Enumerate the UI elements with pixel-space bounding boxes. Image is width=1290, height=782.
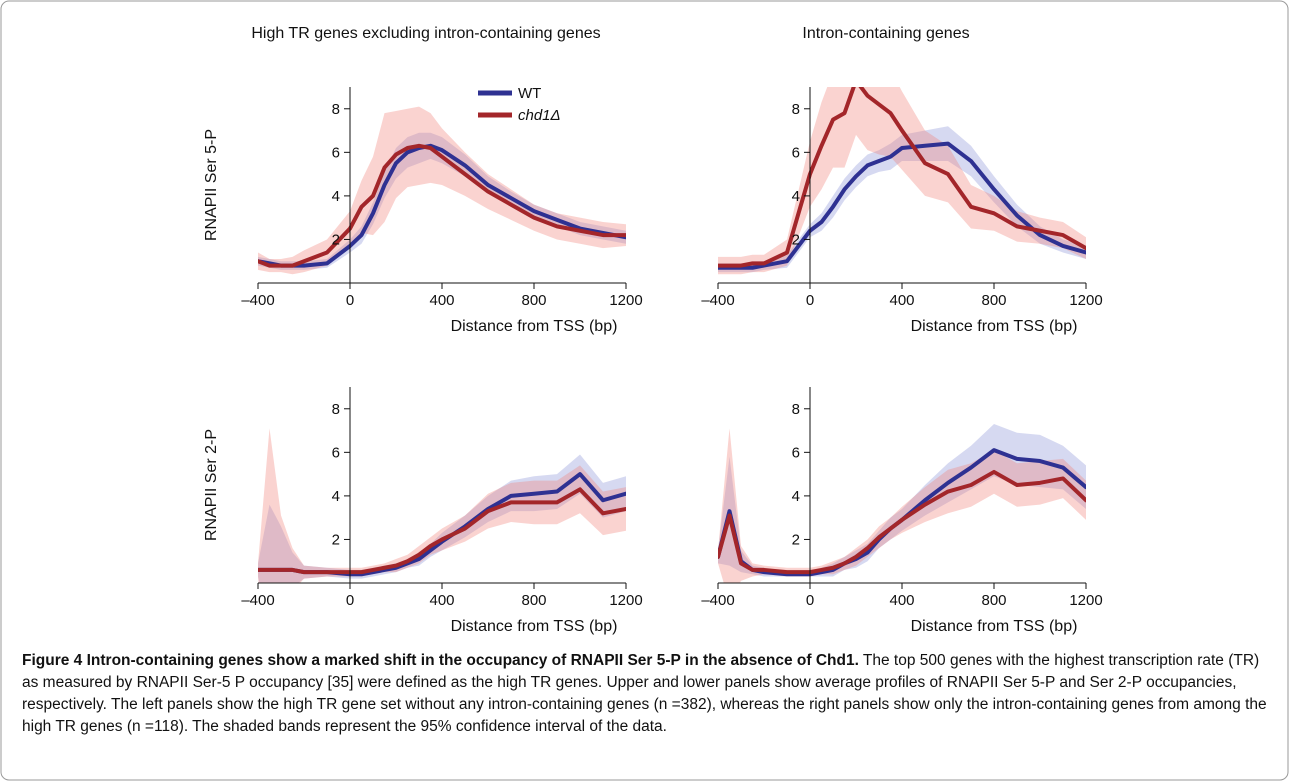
y-tick-label: 4 bbox=[792, 488, 800, 505]
y-tick-label: 2 bbox=[332, 531, 340, 548]
y-tick-label: 2 bbox=[332, 231, 340, 248]
x-tick-label: 800 bbox=[521, 592, 546, 609]
x-tick-label: 0 bbox=[346, 592, 354, 609]
x-tick-label: 0 bbox=[806, 292, 814, 309]
plot-area bbox=[718, 424, 1086, 583]
plot-area bbox=[718, 87, 1086, 275]
plot-area bbox=[258, 106, 626, 275]
y-tick-label: 4 bbox=[332, 488, 340, 505]
confidence-band bbox=[258, 106, 626, 275]
series-line bbox=[718, 469, 1086, 575]
y-tick-label: 8 bbox=[792, 401, 800, 418]
x-tick-label: –400 bbox=[701, 292, 734, 309]
x-axis-label: Distance from TSS (bp) bbox=[451, 318, 618, 335]
x-axis-label: Distance from TSS (bp) bbox=[451, 618, 618, 635]
y-axis-label: RNAPII Ser 5-P bbox=[203, 129, 220, 241]
confidence-band bbox=[718, 424, 1086, 577]
x-tick-label: 1200 bbox=[1069, 592, 1102, 609]
series-line bbox=[718, 141, 1086, 270]
x-tick-label: 400 bbox=[889, 292, 914, 309]
y-tick-label: 8 bbox=[332, 101, 340, 118]
y-tick-label: 8 bbox=[332, 401, 340, 418]
x-tick-label: 1200 bbox=[1069, 292, 1102, 309]
caption-label: Figure 4 bbox=[22, 652, 83, 669]
x-tick-label: –400 bbox=[701, 592, 734, 609]
legend-label: WT bbox=[518, 85, 541, 102]
y-tick-label: 6 bbox=[792, 444, 800, 461]
y-tick-label: 2 bbox=[792, 531, 800, 548]
x-tick-label: –400 bbox=[241, 592, 274, 609]
confidence-band bbox=[258, 454, 626, 583]
y-tick-label: 4 bbox=[332, 188, 340, 205]
x-axis-label: Distance from TSS (bp) bbox=[911, 618, 1078, 635]
x-tick-label: 1200 bbox=[609, 292, 642, 309]
series-line bbox=[258, 143, 626, 268]
y-tick-label: 2 bbox=[792, 231, 800, 248]
confidence-band bbox=[718, 87, 1086, 275]
x-tick-label: 800 bbox=[521, 292, 546, 309]
series-line bbox=[258, 143, 626, 268]
panel-title: Intron-containing genes bbox=[802, 25, 969, 42]
x-tick-label: –400 bbox=[241, 292, 274, 309]
x-tick-label: 1200 bbox=[609, 592, 642, 609]
confidence-band bbox=[718, 428, 1086, 583]
confidence-band bbox=[258, 132, 626, 270]
x-tick-label: 400 bbox=[429, 292, 454, 309]
x-tick-label: 0 bbox=[346, 292, 354, 309]
x-tick-label: 400 bbox=[889, 592, 914, 609]
legend-label: chd1Δ bbox=[518, 107, 561, 124]
y-tick-label: 6 bbox=[332, 144, 340, 161]
y-tick-label: 6 bbox=[792, 144, 800, 161]
plot-area bbox=[258, 428, 626, 583]
confidence-band bbox=[258, 428, 626, 583]
caption: Figure 4 Intron-containing genes show a … bbox=[22, 650, 1272, 738]
caption-text: The top 500 genes with the highest trans… bbox=[22, 652, 1267, 735]
x-axis-label: Distance from TSS (bp) bbox=[911, 318, 1078, 335]
y-axis-label: RNAPII Ser 2-P bbox=[203, 429, 220, 541]
y-tick-label: 6 bbox=[332, 444, 340, 461]
y-tick-label: 4 bbox=[792, 188, 800, 205]
series-line bbox=[258, 487, 626, 575]
x-tick-label: 800 bbox=[981, 292, 1006, 309]
caption-title: Intron-containing genes show a marked sh… bbox=[86, 652, 859, 669]
x-tick-label: 800 bbox=[981, 592, 1006, 609]
x-tick-label: 0 bbox=[806, 592, 814, 609]
panel-title: High TR genes excluding intron-containin… bbox=[251, 25, 600, 42]
y-tick-label: 8 bbox=[792, 101, 800, 118]
x-tick-label: 400 bbox=[429, 592, 454, 609]
series-line bbox=[718, 87, 1086, 268]
